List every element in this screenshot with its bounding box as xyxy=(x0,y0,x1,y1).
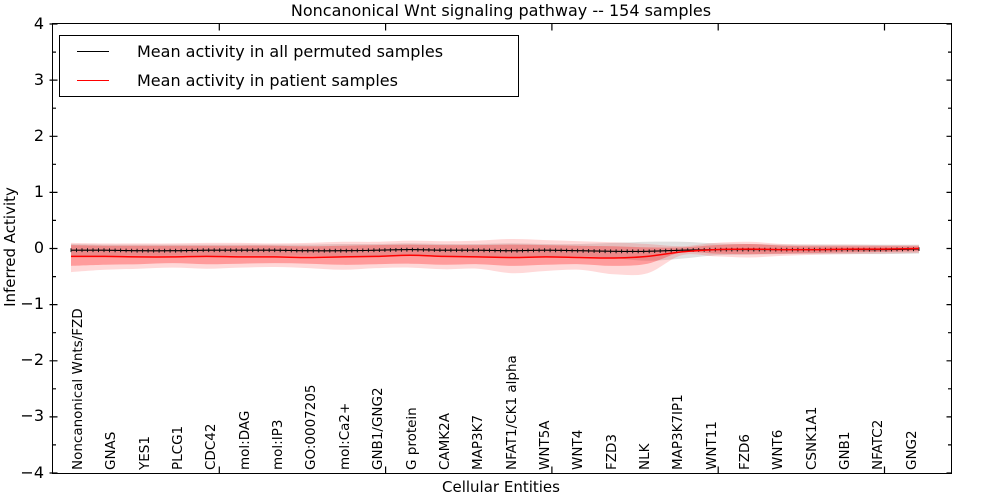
x-tick-label: NFAT1/CK1 alpha xyxy=(503,355,520,470)
x-tick-label: GO:0007205 xyxy=(303,384,320,470)
x-tick-label: NFATC2 xyxy=(870,419,887,470)
x-tick-label: PLCG1 xyxy=(170,425,187,470)
legend: Mean activity in all permuted samples Me… xyxy=(59,35,519,97)
legend-entry-patient: Mean activity in patient samples xyxy=(60,68,518,94)
x-tick-label: CSNK1A1 xyxy=(803,406,820,470)
x-tick-label: CAMK2A xyxy=(436,413,453,470)
y-tick-label: 1 xyxy=(33,181,44,201)
legend-entry-permuted: Mean activity in all permuted samples xyxy=(60,39,518,65)
patient-mean-line xyxy=(70,247,920,259)
x-tick-label: FZD3 xyxy=(603,434,620,470)
x-tick-label: GNG2 xyxy=(903,430,920,470)
x-tick-label: GNB1 xyxy=(837,431,854,470)
y-tick-label: −2 xyxy=(20,350,44,370)
legend-line-patient-icon xyxy=(77,80,109,81)
x-tick-label: CDC42 xyxy=(203,423,220,470)
y-tick-label: −1 xyxy=(20,294,44,314)
x-axis-label: Cellular Entities xyxy=(442,478,560,496)
x-tick-label: G protein xyxy=(403,407,420,470)
legend-label-permuted: Mean activity in all permuted samples xyxy=(137,41,444,61)
y-tick-label: 3 xyxy=(33,69,44,89)
x-tick-label: Noncanonical Wnts/FZD xyxy=(70,308,86,470)
axis-ticks xyxy=(49,23,951,474)
x-tick-label: mol:DAG xyxy=(236,410,253,470)
legend-label-patient: Mean activity in patient samples xyxy=(137,70,398,90)
y-tick-label: 4 xyxy=(33,13,44,33)
x-tick-label: WNT5A xyxy=(536,420,553,470)
x-tick-label: FZD6 xyxy=(737,434,753,470)
legend-line-permuted-icon xyxy=(77,51,109,52)
x-tick-label: WNT11 xyxy=(703,421,720,470)
x-tick-label: mol:IP3 xyxy=(270,419,287,470)
x-tick-label: WNT6 xyxy=(770,429,787,470)
x-tick-label: MAP3K7IP1 xyxy=(670,394,687,470)
y-tick-label: 0 xyxy=(33,238,44,257)
x-tick-label: MAP3K7 xyxy=(470,414,487,470)
y-tick-label: −4 xyxy=(20,462,44,482)
x-tick-label: mol:Ca2+ xyxy=(336,402,353,470)
plot-svg xyxy=(49,23,951,474)
x-tick-label: GNB1/GNG2 xyxy=(370,387,387,470)
x-tick-label: GNAS xyxy=(103,431,120,470)
plot-area xyxy=(49,23,952,474)
x-tick-label: YES1 xyxy=(136,436,153,470)
x-tick-label: WNT4 xyxy=(570,429,587,470)
chart-title: Noncanonical Wnt signaling pathway -- 15… xyxy=(290,1,712,20)
y-tick-label: 2 xyxy=(33,125,44,145)
x-tick-label: NLK xyxy=(636,443,653,470)
y-tick-label: −3 xyxy=(20,406,44,426)
